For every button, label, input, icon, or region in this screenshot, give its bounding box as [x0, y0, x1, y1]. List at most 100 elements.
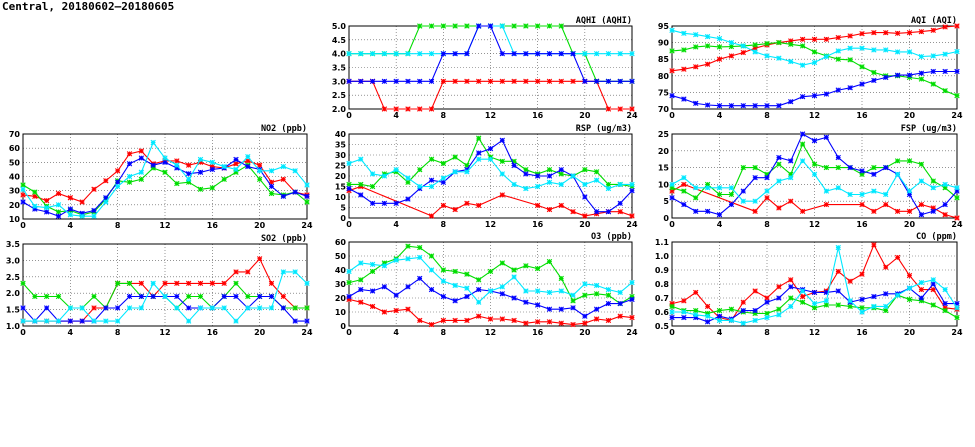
data-point: [906, 188, 913, 194]
data-point: [546, 50, 553, 57]
x-tick-label: 0: [669, 328, 675, 337]
series-red: [669, 23, 960, 74]
data-point: [138, 293, 145, 300]
data-point: [681, 181, 687, 188]
data-point: [605, 292, 612, 298]
data-point: [245, 158, 251, 164]
data-point: [728, 306, 735, 312]
data-point: [174, 305, 180, 311]
data-point: [693, 307, 699, 314]
data-point: [776, 161, 782, 167]
data-point: [534, 183, 541, 190]
data-point: [304, 280, 310, 287]
data-point: [499, 316, 505, 322]
data-point: [728, 53, 735, 59]
data-point: [752, 42, 758, 48]
data-point: [114, 183, 121, 190]
data-point: [523, 171, 529, 177]
data-point: [570, 50, 576, 57]
data-point: [728, 43, 735, 50]
data-point: [43, 305, 50, 311]
data-point: [669, 27, 675, 34]
data-point: [728, 39, 735, 46]
y-tick-label: 1.0: [6, 322, 21, 331]
data-point: [617, 313, 623, 319]
data-point: [605, 317, 612, 324]
data-point: [617, 106, 623, 112]
data-point: [209, 163, 216, 170]
y-tick-label: 0.6: [655, 308, 670, 317]
x-tick-label: 0: [669, 220, 675, 229]
data-point: [883, 201, 889, 208]
data-point: [487, 78, 494, 85]
data-point: [346, 268, 352, 275]
data-point: [954, 314, 960, 321]
data-point: [716, 44, 723, 50]
x-tick-label: 16: [207, 221, 219, 230]
data-point: [918, 286, 925, 293]
y-tick-label: 20: [658, 147, 670, 156]
data-point: [358, 181, 364, 188]
data-point: [546, 173, 553, 179]
data-point: [669, 93, 675, 99]
data-point: [629, 296, 635, 303]
data-point: [704, 102, 711, 108]
data-point: [776, 295, 782, 301]
y-tick-label: 50: [9, 158, 21, 167]
data-point: [499, 291, 505, 297]
data-point: [930, 208, 936, 214]
data-point: [835, 268, 841, 275]
x-tick-label: 4: [717, 111, 723, 120]
data-point: [511, 317, 517, 324]
y-tick-label: 10: [335, 193, 347, 202]
x-tick-label: 24: [301, 221, 313, 230]
data-point: [799, 94, 806, 100]
data-point: [369, 261, 376, 268]
data-point: [752, 307, 758, 314]
data-point: [764, 195, 770, 201]
data-point: [716, 307, 723, 314]
data-point: [823, 289, 830, 296]
data-point: [716, 185, 723, 191]
data-point: [728, 102, 735, 109]
data-point: [582, 292, 588, 298]
series-cyan: [669, 244, 960, 326]
data-point: [716, 211, 723, 218]
data-point: [393, 307, 399, 314]
data-point: [776, 312, 782, 318]
series-blue: [346, 23, 635, 85]
data-point: [894, 49, 901, 55]
y-tick-label: 5: [663, 197, 669, 206]
data-point: [906, 49, 913, 55]
data-point: [126, 161, 133, 167]
data-point: [582, 313, 588, 319]
data-point: [476, 78, 482, 85]
data-point: [752, 45, 758, 51]
data-point: [417, 254, 423, 261]
x-tick-label: 0: [20, 328, 26, 337]
data-point: [464, 162, 470, 169]
data-point: [174, 158, 180, 164]
data-point: [669, 185, 675, 191]
data-point: [582, 50, 588, 57]
data-point: [835, 244, 841, 251]
data-point: [534, 265, 541, 272]
data-point: [629, 213, 635, 219]
x-tick-label: 12: [809, 328, 820, 337]
data-point: [91, 305, 97, 311]
data-point: [67, 305, 74, 311]
data-point: [393, 106, 399, 112]
data-point: [752, 288, 758, 294]
data-point: [464, 169, 470, 175]
data-point: [91, 213, 97, 219]
data-point: [358, 192, 364, 198]
x-tick-label: 24: [626, 220, 638, 229]
data-point: [138, 155, 145, 161]
data-point: [871, 29, 877, 36]
data-point: [693, 64, 699, 70]
series-cyan: [346, 254, 635, 305]
data-point: [930, 185, 936, 191]
data-point: [605, 185, 612, 192]
data-point: [942, 305, 948, 311]
data-point: [499, 158, 505, 164]
